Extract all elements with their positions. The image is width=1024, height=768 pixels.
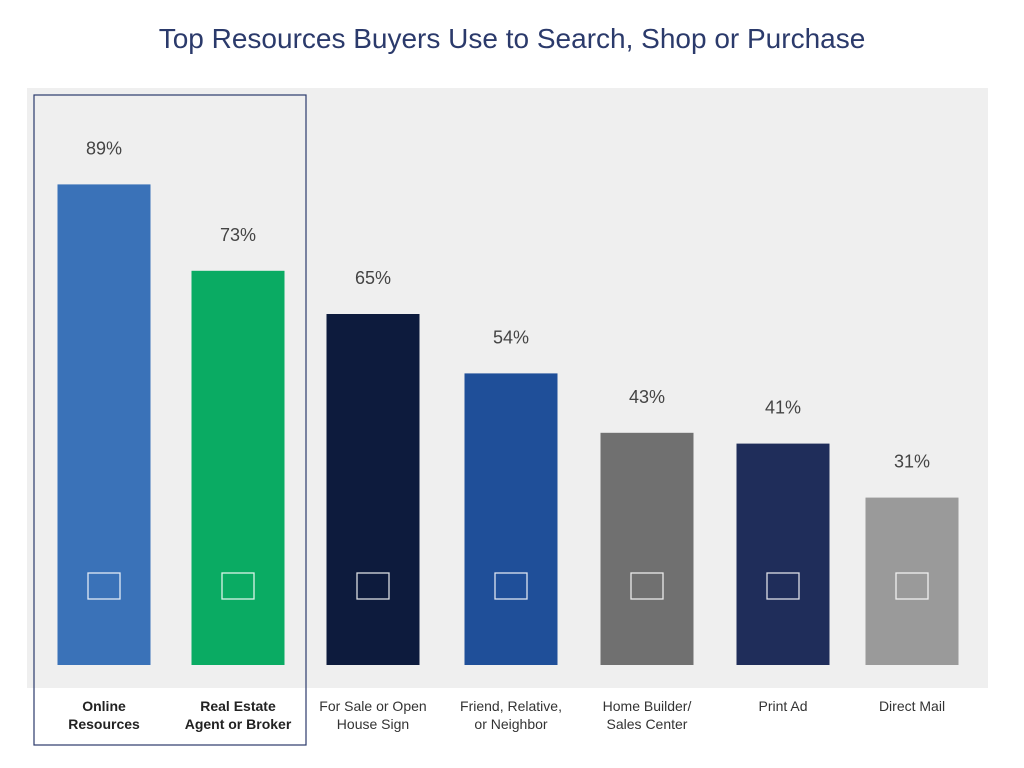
value-label: 31% — [894, 452, 930, 472]
bar-icon — [356, 572, 390, 600]
category-label: Online Resources — [68, 698, 140, 732]
bar — [600, 432, 694, 665]
category-label: Friend, Relative, or Neighbor — [460, 698, 562, 732]
bar — [736, 443, 830, 665]
value-label: 73% — [220, 225, 256, 245]
bar — [326, 314, 420, 665]
category-label: For Sale or Open House Sign — [319, 698, 427, 732]
value-label: 54% — [493, 327, 529, 347]
bar-icon — [630, 572, 664, 600]
bar — [57, 184, 151, 665]
value-label: 41% — [765, 398, 801, 418]
category-label: Print Ad — [758, 698, 808, 714]
value-label: 65% — [355, 268, 391, 288]
bar — [464, 373, 558, 665]
highlight-box — [33, 94, 307, 746]
chart-title: Top Resources Buyers Use to Search, Shop… — [159, 23, 866, 54]
bar-icon — [895, 572, 929, 600]
bar-icon — [494, 572, 528, 600]
category-label: Real Estate Agent or Broker — [184, 698, 292, 732]
category-label: Direct Mail — [878, 698, 946, 714]
value-label: 43% — [629, 387, 665, 407]
bar — [191, 270, 285, 665]
bar-icon — [766, 572, 800, 600]
bar-icon — [221, 572, 255, 600]
bar — [865, 497, 959, 665]
value-label: 89% — [86, 138, 122, 158]
category-label: Home Builder/ Sales Center — [602, 698, 692, 732]
bar-icon — [87, 572, 121, 600]
